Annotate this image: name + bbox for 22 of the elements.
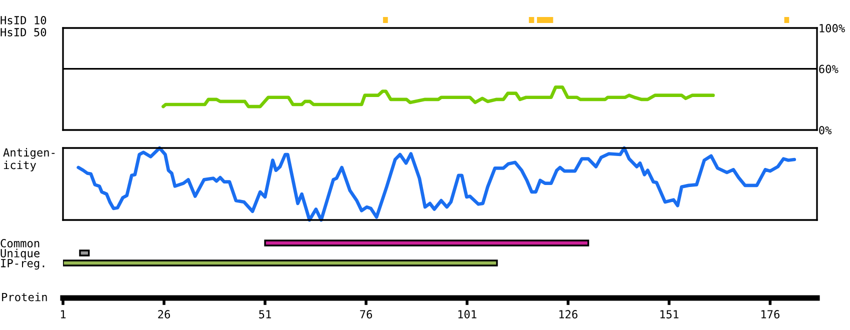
bar — [79, 250, 90, 256]
x-tick-label: 126 — [559, 310, 578, 318]
y-tick-label: IP-reg. — [1, 259, 44, 270]
y-axis-title: Antigen- icity — [3, 148, 55, 172]
x-tick-label: 101 — [458, 310, 476, 318]
x-tick-label: 76 — [360, 310, 372, 318]
x-tick-label: 151 — [660, 310, 678, 318]
y-tick-label: 60% — [819, 64, 838, 74]
x-tick-label: 26 — [158, 310, 170, 318]
y-tick-label: HsID 50 — [0, 28, 46, 36]
x-tick-label: 176 — [761, 310, 780, 318]
y-tick-label: 0% — [819, 126, 832, 134]
y-tick-label: Unique — [0, 248, 40, 260]
x-tick-label: 1 — [60, 310, 66, 318]
x-axis-title: Protein — [2, 292, 47, 302]
line-series — [162, 85, 715, 108]
bar — [264, 240, 590, 246]
y-tick-label: 100% — [820, 24, 845, 32]
bar — [63, 260, 498, 266]
y-tick-label: HsID 10 — [0, 16, 46, 24]
y-tick-label: Common — [0, 239, 40, 248]
x-tick-label: 51 — [259, 310, 271, 318]
